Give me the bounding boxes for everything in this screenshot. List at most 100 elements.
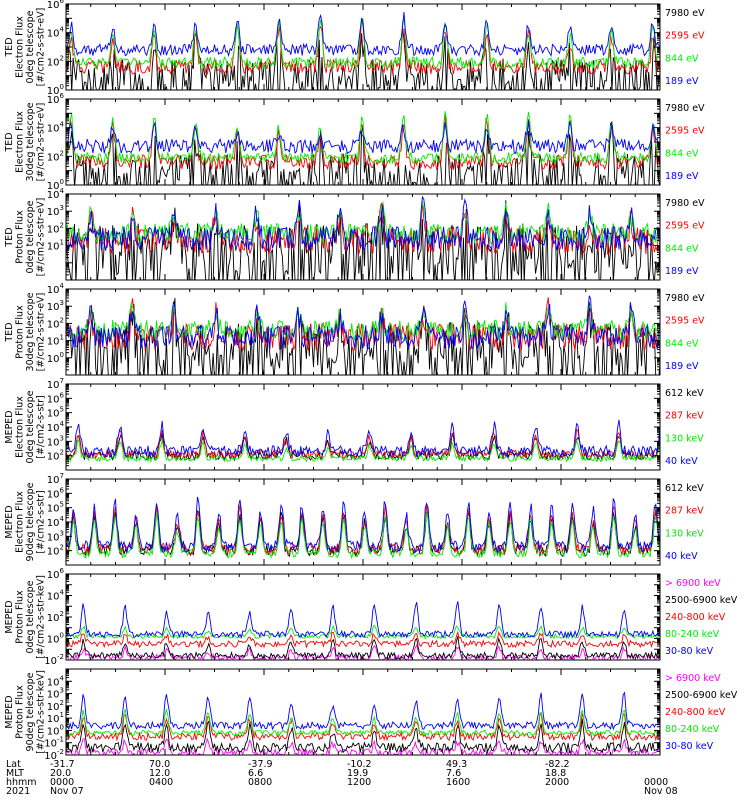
series-line-red: [66, 114, 660, 171]
y-axis-label: MEPEDProton Flux90deg telescope[#/cm2-s-…: [4, 670, 47, 754]
panel-7-data: [66, 601, 660, 660]
y-tick-label: 10-2: [44, 653, 64, 667]
x-tick-label: 7.6: [446, 768, 461, 779]
series-line-red: [66, 630, 660, 649]
series-line-green: [66, 624, 660, 640]
series-line-blue: [66, 195, 660, 253]
legend-entry: 7980 eV: [665, 198, 705, 209]
panel-1-data: [66, 11, 660, 90]
y-tick-label: 103: [47, 204, 64, 218]
legend-entry: 2500-6900 keV: [665, 595, 738, 606]
y-tick-label: 106: [47, 92, 65, 106]
legend-entry: 40 keV: [665, 551, 698, 562]
y-tick-label: 107: [47, 377, 64, 391]
series-line-red: [66, 712, 660, 742]
legend-entry: 844 eV: [665, 243, 699, 254]
x-tick-label: -82.2: [545, 759, 570, 770]
series-line-red: [66, 202, 660, 255]
y-tick-label: 100: [47, 83, 64, 97]
legend-entry: 240-800 keV: [665, 612, 726, 623]
y-axis-label: TEDProton Flux30deg telescope[#/cm2-s-st…: [4, 292, 47, 371]
x-row-label: MLT: [6, 768, 24, 779]
x-tick-label: 0000: [644, 777, 668, 788]
y-tick-label: 104: [47, 282, 65, 296]
y-axis-label: TEDProton Flux0deg telescope[#/cm2-s-str…: [4, 198, 47, 277]
series-line-blue: [66, 120, 660, 155]
y-axis-label: TEDElectron Flux0deg telescope[#/cm2-s-s…: [4, 8, 47, 87]
y-tick-label: 100: [47, 723, 64, 737]
legend-entry: 2500-6900 keV: [665, 690, 738, 701]
legend-entry: 189 eV: [665, 171, 699, 182]
y-tick-label: 106: [47, 486, 65, 500]
series-line-blue: [66, 601, 660, 639]
y-tick-label: 102: [47, 610, 64, 624]
series-line-green: [66, 201, 660, 245]
legend-entry: 189 eV: [665, 361, 699, 372]
y-tick-label: 102: [47, 316, 64, 330]
legend-entry: 7980 eV: [665, 103, 705, 114]
panel-6-data: [66, 496, 660, 560]
x-row-label: 2021: [6, 786, 30, 797]
series-line-green: [66, 512, 660, 560]
x-tick-label: -31.7: [50, 759, 75, 770]
series-line-blue: [66, 419, 660, 459]
panel-frame: [65, 668, 661, 756]
x-tick-label: 70.0: [149, 759, 170, 770]
legend-entry: 2595 eV: [665, 31, 705, 42]
series-line-black: [66, 200, 660, 280]
series-line-green: [66, 438, 660, 463]
y-tick-label: 100: [47, 178, 64, 192]
x-row-label: hhmm: [6, 777, 37, 788]
y-axis-label: MEPEDElectron Flux0deg telescope[#/cm2-s…: [4, 390, 47, 463]
x-tick-label: 20.0: [50, 768, 71, 779]
y-tick-label: 102: [47, 699, 64, 713]
legend-entry: 30-80 keV: [665, 741, 714, 752]
y-tick-label: 106: [47, 567, 65, 581]
legend-entry: 2595 eV: [665, 221, 705, 232]
series-line-blue: [66, 295, 660, 350]
x-tick-label: 6.6: [248, 768, 263, 779]
series-line-green: [66, 302, 660, 342]
panel-frame: [65, 573, 661, 661]
y-tick-label: 101: [47, 334, 64, 348]
legend-entry: 130 keV: [665, 528, 704, 539]
y-axis-label: MEPEDProton Flux0deg telescope[#/cm2-s-s…: [4, 575, 47, 659]
series-line-blue: [66, 496, 660, 554]
y-tick-label: 107: [47, 472, 64, 486]
y-tick-label: 10-2: [44, 748, 64, 762]
y-tick-label: 100: [47, 632, 64, 646]
x-tick-label: -10.2: [347, 759, 372, 770]
y-tick-label: 104: [47, 187, 65, 201]
legend-entry: 189 eV: [665, 266, 699, 277]
x-tick-label: Nov 08: [644, 786, 678, 797]
y-tick-label: 102: [47, 54, 64, 68]
panel-3-data: [66, 195, 660, 280]
x-tick-label: 2000: [545, 777, 569, 788]
x-tick-label: -37.9: [248, 759, 273, 770]
y-tick-label: 103: [47, 299, 64, 313]
y-tick-label: 104: [47, 121, 65, 135]
panel-8-data: [66, 691, 660, 755]
y-tick-label: 104: [47, 420, 65, 434]
y-tick-label: 105: [47, 501, 64, 515]
y-tick-label: 104: [47, 589, 65, 603]
legend-entry: 612 keV: [665, 483, 704, 494]
legend-entry: 844 eV: [665, 148, 699, 159]
legend-entry: > 6900 keV: [665, 578, 721, 589]
y-tick-label: 101: [47, 239, 64, 253]
y-tick-label: 106: [47, 0, 65, 11]
y-tick-label: 105: [47, 406, 64, 420]
legend-entry: 2595 eV: [665, 126, 705, 137]
panel-5-data: [66, 419, 660, 463]
legend-entry: > 6900 keV: [665, 673, 721, 684]
y-tick-label: 104: [47, 515, 65, 529]
legend-entry: 612 keV: [665, 388, 704, 399]
